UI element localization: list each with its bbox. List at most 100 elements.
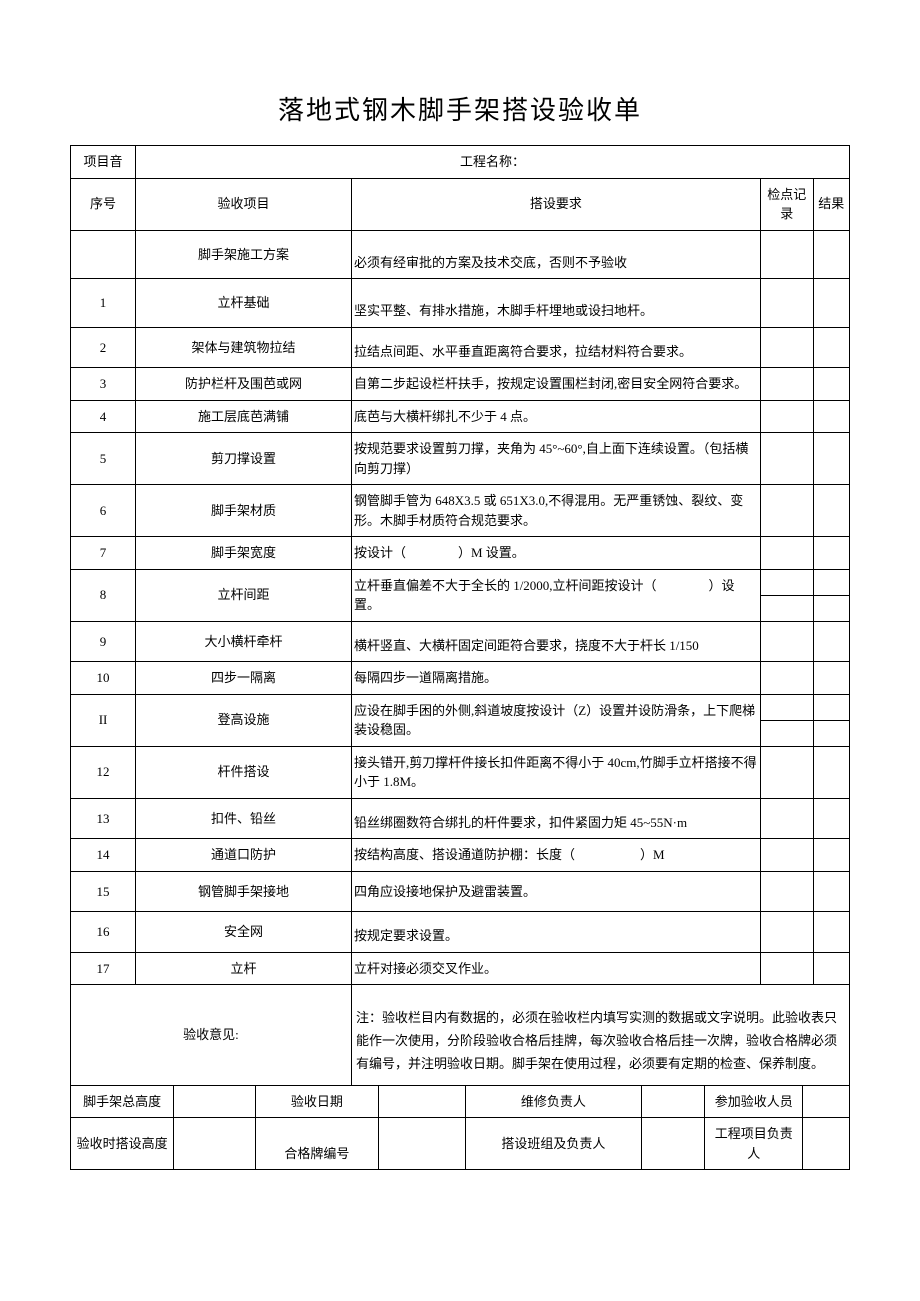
item-cell: 立杆 (136, 952, 352, 985)
seq-cell: 12 (71, 746, 136, 798)
check-cell[interactable] (760, 694, 813, 720)
result-cell[interactable] (813, 839, 849, 872)
table-row: 项目音 工程名称： (71, 146, 850, 179)
col-check: 检点记录 (760, 178, 813, 230)
table-row: 4 施工层底芭满铺 底芭与大横杆绑扎不少于 4 点。 (71, 400, 850, 433)
result-cell[interactable] (813, 327, 849, 368)
table-row: 13 扣件、铅丝 铅丝绑圈数符合绑扎的杆件要求，扣件紧固力矩 45~55N·m (71, 798, 850, 839)
item-cell: 四步一隔离 (136, 662, 352, 695)
req-cell: 底芭与大横杆绑扎不少于 4 点。 (351, 400, 760, 433)
check-cell[interactable] (760, 279, 813, 328)
result-cell[interactable] (813, 662, 849, 695)
inspection-table: 项目音 工程名称： 序号 验收项目 搭设要求 检点记录 结果 脚手架施工方案 必… (70, 145, 850, 1170)
table-row: 8 立杆间距 立杆垂直偏差不大于全长的 1/2000,立杆间距按设计（ ）设置。 (71, 569, 850, 595)
col-seq: 序号 (71, 178, 136, 230)
req-cell: 必须有经审批的方案及技术交底，否则不予验收 (351, 230, 760, 279)
check-cell[interactable] (760, 368, 813, 401)
check-cell[interactable] (760, 400, 813, 433)
col-req: 搭设要求 (351, 178, 760, 230)
item-cell: 安全网 (136, 912, 352, 953)
table-row: 序号 验收项目 搭设要求 检点记录 结果 (71, 178, 850, 230)
table-row: 2 架体与建筑物拉结 拉结点间距、水平垂直距离符合要求，拉结材料符合要求。 (71, 327, 850, 368)
table-row: 14 通道口防护 按结构高度、搭设通道防护棚：长度（ ）M (71, 839, 850, 872)
check-cell[interactable] (760, 746, 813, 798)
footer-value[interactable] (378, 1118, 465, 1170)
footer-value[interactable] (642, 1085, 705, 1118)
check-cell[interactable] (760, 952, 813, 985)
table-row: 10 四步一隔离 每隔四步一道隔离措施。 (71, 662, 850, 695)
seq-cell: 15 (71, 871, 136, 912)
result-cell[interactable] (813, 621, 849, 662)
item-cell: 剪刀撑设置 (136, 433, 352, 485)
item-cell: 钢管脚手架接地 (136, 871, 352, 912)
check-cell[interactable] (760, 537, 813, 570)
check-cell[interactable] (760, 485, 813, 537)
item-cell: 通道口防护 (136, 839, 352, 872)
check-cell[interactable] (760, 621, 813, 662)
result-cell[interactable] (813, 694, 849, 720)
result-cell[interactable] (813, 433, 849, 485)
table-row: II 登高设施 应设在脚手困的外侧,斜道坡度按设计（Z）设置并设防滑条，上下爬梯… (71, 694, 850, 720)
result-cell[interactable] (813, 720, 849, 746)
check-cell[interactable] (760, 327, 813, 368)
result-cell[interactable] (813, 485, 849, 537)
result-cell[interactable] (813, 400, 849, 433)
check-cell[interactable] (760, 798, 813, 839)
seq-cell: 2 (71, 327, 136, 368)
seq-cell: 17 (71, 952, 136, 985)
footer-value[interactable] (174, 1085, 256, 1118)
check-cell[interactable] (760, 595, 813, 621)
footer-value[interactable] (378, 1085, 465, 1118)
req-cell: 接头错开,剪刀撑杆件接长扣件距离不得小于 40cm,竹脚手立杆搭接不得小于 1.… (351, 746, 760, 798)
check-cell[interactable] (760, 569, 813, 595)
item-cell: 杆件搭设 (136, 746, 352, 798)
check-cell[interactable] (760, 912, 813, 953)
col-item: 验收项目 (136, 178, 352, 230)
check-cell[interactable] (760, 433, 813, 485)
check-cell[interactable] (760, 871, 813, 912)
result-cell[interactable] (813, 368, 849, 401)
result-cell[interactable] (813, 912, 849, 953)
result-cell[interactable] (813, 230, 849, 279)
req-cell: 立杆对接必须交叉作业。 (351, 952, 760, 985)
seq-cell: 4 (71, 400, 136, 433)
footer-label: 验收日期 (255, 1085, 378, 1118)
check-cell[interactable] (760, 230, 813, 279)
result-cell[interactable] (813, 595, 849, 621)
table-row: 5 剪刀撑设置 按规范要求设置剪刀撑，夹角为 45°~60°,自上面下连续设置。… (71, 433, 850, 485)
result-cell[interactable] (813, 279, 849, 328)
result-cell[interactable] (813, 746, 849, 798)
result-cell[interactable] (813, 952, 849, 985)
check-cell[interactable] (760, 720, 813, 746)
item-cell: 脚手架宽度 (136, 537, 352, 570)
item-cell: 架体与建筑物拉结 (136, 327, 352, 368)
proj-name-label: 工程名称： (136, 146, 850, 179)
item-cell: 施工层底芭满铺 (136, 400, 352, 433)
footer-label: 搭设班组及负责人 (465, 1118, 642, 1170)
seq-cell (71, 230, 136, 279)
result-cell[interactable] (813, 871, 849, 912)
req-cell: 应设在脚手困的外侧,斜道坡度按设计（Z）设置并设防滑条，上下爬梯装设稳固。 (351, 694, 760, 746)
result-cell[interactable] (813, 569, 849, 595)
table-row: 脚手架总高度 验收日期 维修负责人 参加验收人员 (71, 1085, 850, 1118)
footer-value[interactable] (803, 1085, 850, 1118)
req-cell: 按规范要求设置剪刀撑，夹角为 45°~60°,自上面下连续设置。（包括横向剪刀撑… (351, 433, 760, 485)
table-row: 15 钢管脚手架接地 四角应设接地保护及避雷装置。 (71, 871, 850, 912)
check-cell[interactable] (760, 839, 813, 872)
footer-value[interactable] (174, 1118, 256, 1170)
item-cell: 脚手架施工方案 (136, 230, 352, 279)
seq-cell: 16 (71, 912, 136, 953)
req-cell: 按设计（ ）M 设置。 (351, 537, 760, 570)
seq-cell: 6 (71, 485, 136, 537)
seq-cell: 13 (71, 798, 136, 839)
table-row: 7 脚手架宽度 按设计（ ）M 设置。 (71, 537, 850, 570)
footer-value[interactable] (803, 1118, 850, 1170)
check-cell[interactable] (760, 662, 813, 695)
footer-value[interactable] (642, 1118, 705, 1170)
item-cell: 脚手架材质 (136, 485, 352, 537)
footer-label: 维修负责人 (465, 1085, 642, 1118)
result-cell[interactable] (813, 537, 849, 570)
req-cell: 横杆竖直、大横杆固定间距符合要求，挠度不大于杆长 1/150 (351, 621, 760, 662)
result-cell[interactable] (813, 798, 849, 839)
seq-cell: 1 (71, 279, 136, 328)
